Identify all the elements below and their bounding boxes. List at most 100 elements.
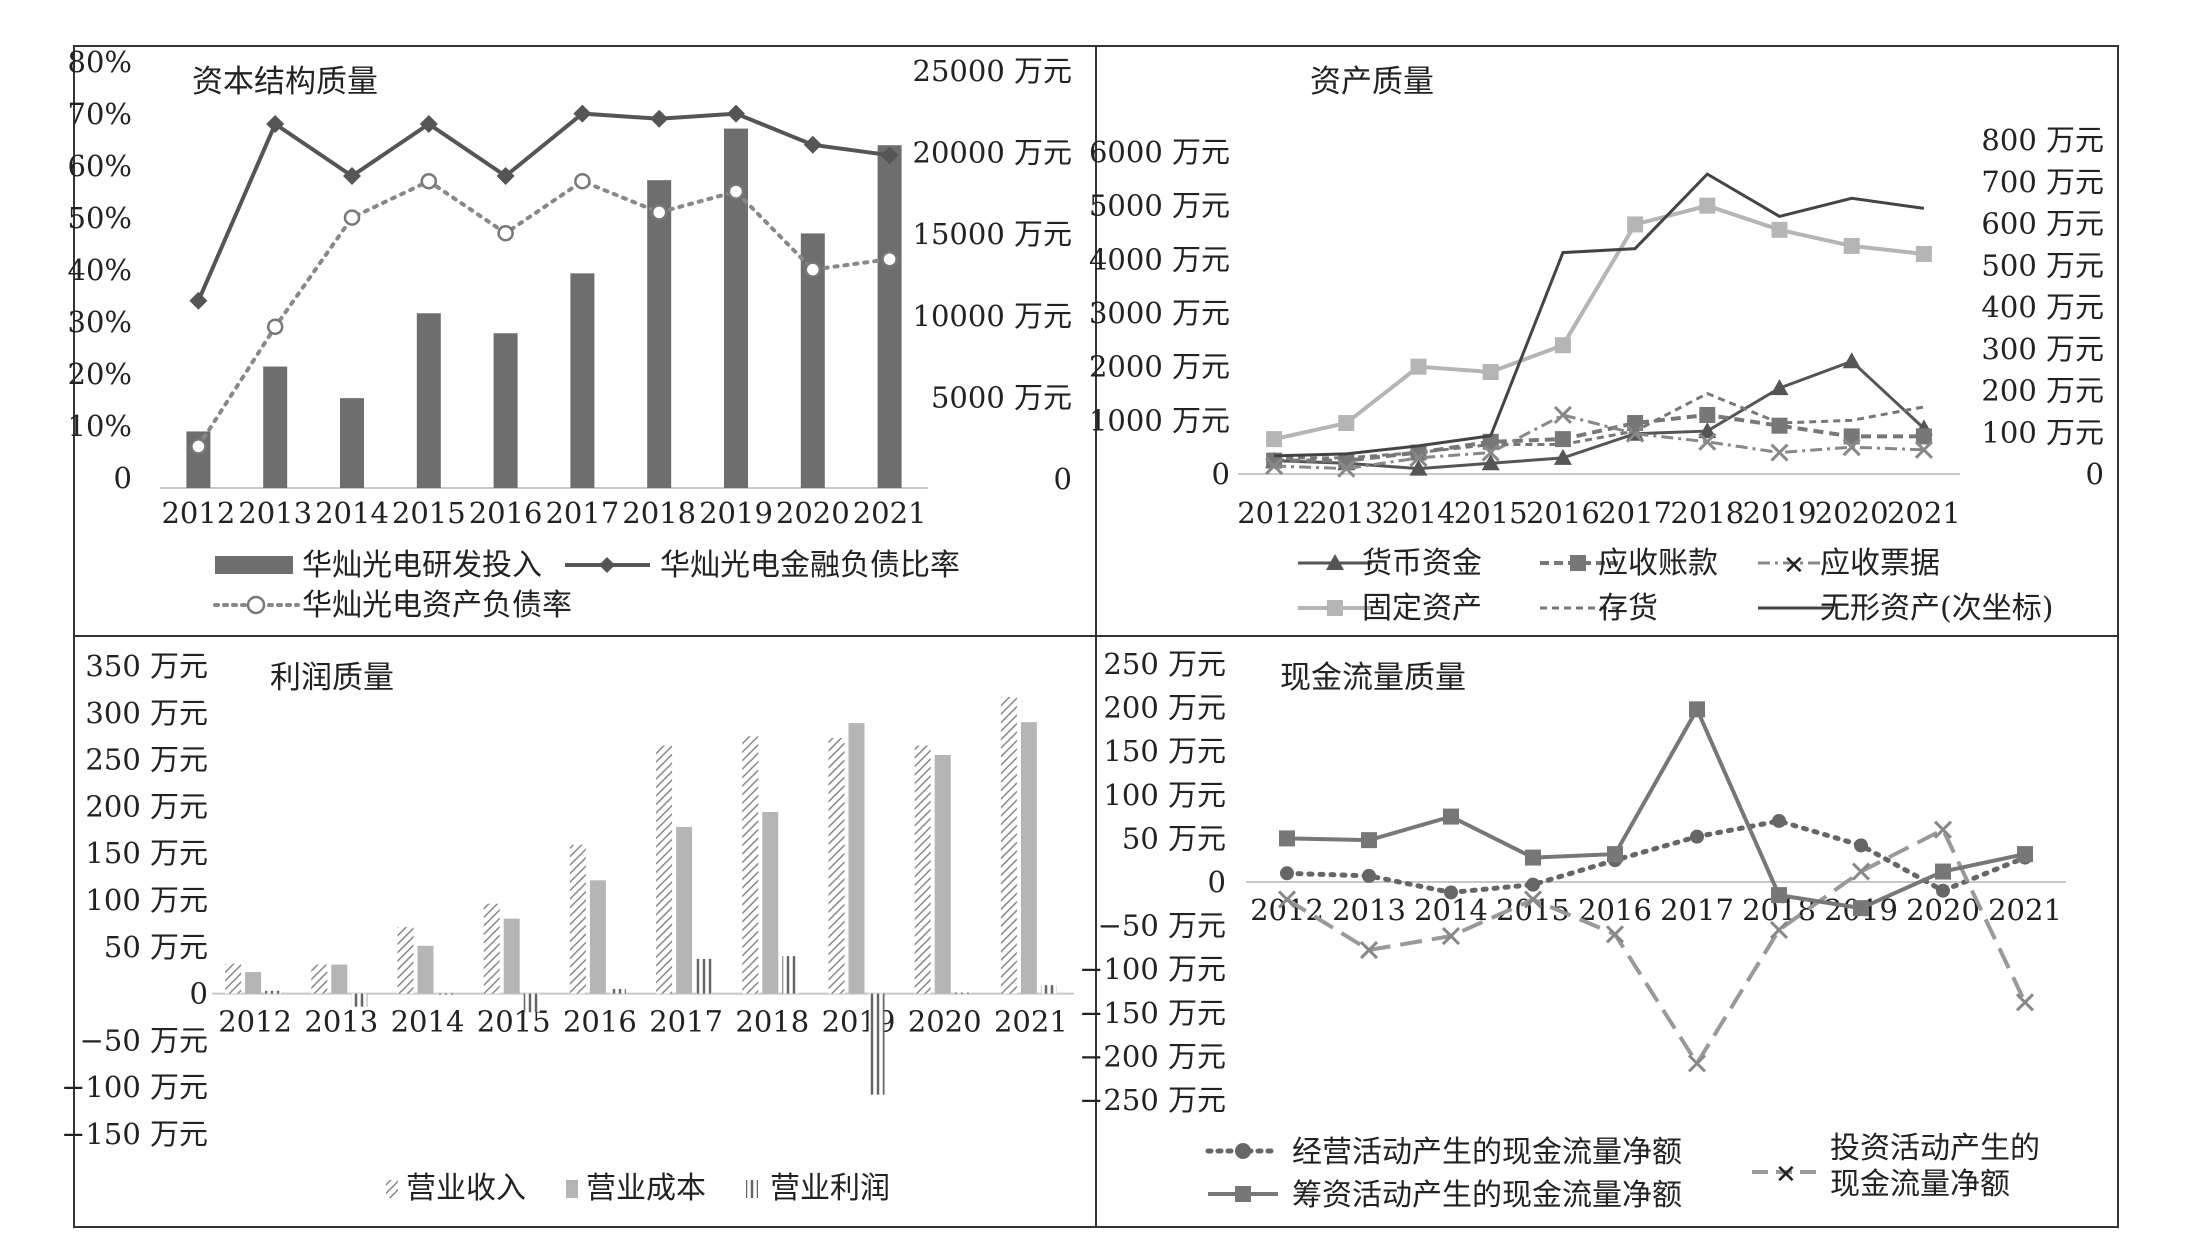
line-investing-cashflow — [1285, 826, 2027, 1068]
y-tick-label: −150 万元 — [61, 1117, 208, 1151]
bar-revenue — [483, 903, 500, 994]
y2-tick-label: 10000 万元 — [913, 299, 1072, 333]
bar-revenue — [1000, 696, 1017, 994]
y-tick-label: 150 万元 — [85, 836, 208, 870]
legend-marker-triangle — [1326, 554, 1344, 570]
y2-tick-label: 100 万元 — [1981, 415, 2104, 449]
x-tick-label: 2020 — [1815, 496, 1889, 530]
bar-cost — [589, 880, 606, 994]
point-finance-debt-ratio — [189, 291, 208, 310]
legend-label-operating-profit: 营业利润 — [770, 1171, 890, 1206]
point-finance-debt-ratio — [419, 115, 438, 133]
bar-revenue — [914, 745, 931, 994]
y-tick-label: 60% — [68, 149, 132, 183]
bar-operating-profit — [696, 958, 713, 994]
point-investing-cashflow — [1851, 862, 1871, 881]
y-tick-label: 20% — [68, 357, 132, 391]
y-tick-label: 0 — [190, 977, 208, 1011]
line-operating-cashflow — [1284, 818, 2028, 895]
point-notes-receivable — [1553, 405, 1572, 425]
point-fixed-assets — [1266, 431, 1283, 448]
y-tick-label: 50% — [68, 201, 132, 235]
bar-rd-investment — [416, 313, 441, 488]
x-tick-label: 2016 — [469, 496, 543, 530]
point-finance-debt-ratio — [727, 104, 745, 123]
legend-label-fixed: 固定资产 — [1362, 591, 1482, 626]
bar-revenue — [397, 927, 414, 994]
y2-tick-label: 200 万元 — [1981, 374, 2104, 408]
y-tick-label: −100 万元 — [1079, 952, 1226, 986]
point-asset-debt-ratio — [497, 224, 514, 242]
x-tick-label: 2014 — [1382, 496, 1456, 530]
bar-cost — [1020, 722, 1037, 994]
point-cash — [1842, 352, 1861, 369]
point-financing-cashflow — [1607, 846, 1623, 863]
x-tick-label: 2016 — [563, 1005, 637, 1039]
y-tick-label: 3000 万元 — [1089, 296, 1230, 330]
x-tick-label: 2015 — [1454, 496, 1528, 530]
y2-tick-label: 25000 万元 — [913, 54, 1072, 88]
y2-tick-label: 500 万元 — [1981, 248, 2104, 282]
x-tick-label: 2013 — [1309, 496, 1383, 530]
y2-tick-label: 800 万元 — [1981, 123, 2104, 157]
legend-label-cash: 货币资金 — [1362, 546, 1482, 581]
y-tick-label: 5000 万元 — [1089, 189, 1230, 223]
point-cash — [1553, 448, 1572, 465]
bar-cost — [417, 945, 434, 994]
y-tick-label: 1000 万元 — [1089, 403, 1230, 437]
point-asset-debt-ratio — [881, 250, 898, 268]
y2-tick-label: 5000 万元 — [931, 380, 1072, 414]
y-tick-label: −50 万元 — [80, 1023, 208, 1057]
bar-revenue — [828, 738, 845, 994]
point-asset-debt-ratio — [650, 204, 668, 221]
y-tick-label: 50 万元 — [1122, 821, 1226, 855]
point-financing-cashflow — [1525, 849, 1541, 866]
point-fixed-assets — [1482, 364, 1499, 381]
point-asset-debt-ratio — [343, 209, 361, 226]
x-tick-label: 2012 — [1237, 496, 1311, 530]
line-inventory — [1274, 391, 1925, 460]
y-tick-label: 40% — [68, 253, 132, 287]
y-tick-label: −150 万元 — [1079, 996, 1226, 1030]
y-tick-label: 6000 万元 — [1089, 135, 1230, 169]
bar-revenue — [311, 964, 328, 994]
legend-label-operating: 经营活动产生的现金流量净额 — [1292, 1135, 1682, 1170]
point-finance-debt-ratio — [880, 146, 899, 165]
point-operating-cashflow — [1526, 877, 1540, 892]
point-fixed-assets — [1338, 415, 1355, 432]
panel-title-capital: 资本结构质量 — [192, 64, 378, 100]
x-tick-label: 2017 — [545, 496, 619, 530]
legend-marker-diamond — [599, 557, 615, 573]
point-fixed-assets — [1915, 245, 1932, 262]
y-tick-label: 150 万元 — [1103, 734, 1226, 768]
legend-label-investing: 投资活动产生的 现金流量净额 — [1830, 1131, 2050, 1202]
y-tick-label: 70% — [68, 97, 132, 131]
bar-operating-profit — [437, 993, 454, 995]
legend-label-rd: 华灿光电研发投入 — [302, 548, 542, 583]
point-fixed-assets — [1771, 221, 1788, 238]
point-finance-debt-ratio — [343, 167, 361, 185]
line-cash — [1274, 359, 1925, 471]
x-tick-label: 2018 — [735, 1005, 809, 1039]
bar-revenue — [569, 844, 586, 994]
point-asset-debt-ratio — [727, 183, 745, 200]
panel-title-cashflow: 现金流量质量 — [1280, 660, 1466, 696]
y-tick-label: −50 万元 — [1098, 909, 1226, 943]
x-tick-label: 2021 — [853, 496, 927, 530]
y-tick-label: 300 万元 — [85, 696, 208, 730]
point-receivables — [1699, 406, 1716, 423]
y2-tick-label: 0 — [1054, 462, 1072, 496]
panel-profit-quality: 350 万元 300 万元 250 万元 200 万元 150 万元 100 万元 50 万… — [61, 649, 1074, 1151]
x-tick-label: 2021 — [1988, 893, 2062, 927]
legend-swatch-operating-profit — [746, 1180, 758, 1198]
point-investing-cashflow — [1933, 820, 1953, 839]
point-receivables — [1771, 417, 1788, 434]
legend-label-finance-debt: 华灿光电金融负债比率 — [660, 548, 960, 583]
x-tick-label: 2017 — [1660, 893, 1734, 927]
point-notes-receivable — [1481, 443, 1500, 462]
x-tick-label: 2014 — [315, 496, 389, 530]
y-tick-label: 250 万元 — [85, 743, 208, 777]
bar-operating-profit — [954, 992, 971, 994]
y-tick-label: −200 万元 — [1079, 1039, 1226, 1073]
y2-tick-label: 600 万元 — [1981, 207, 2104, 241]
